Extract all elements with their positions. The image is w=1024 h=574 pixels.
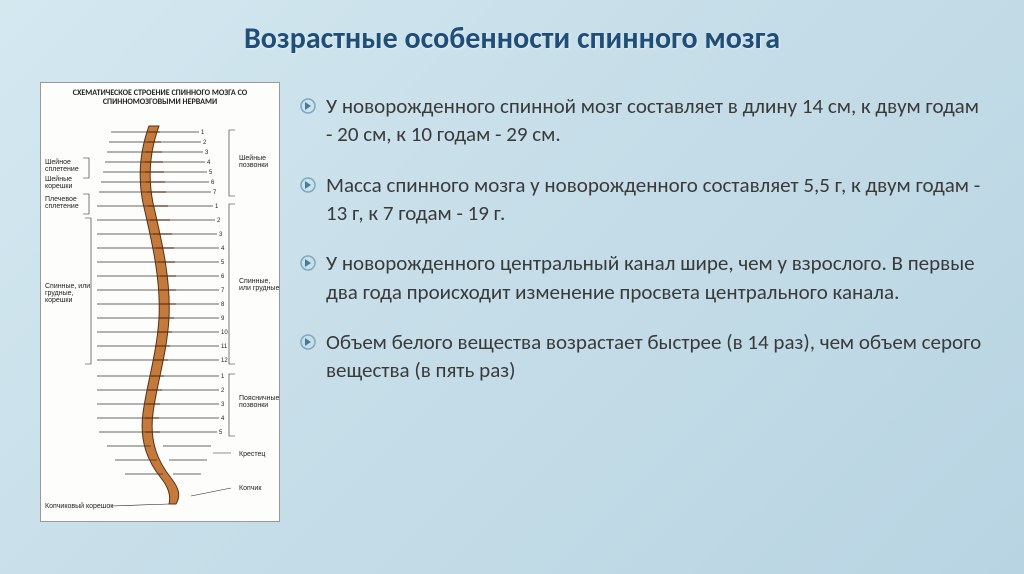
spine-body	[140, 126, 179, 504]
svg-text:3: 3	[205, 150, 209, 156]
svg-text:6: 6	[211, 180, 215, 186]
svg-text:позвонки: позвонки	[239, 162, 268, 169]
label-cervical-roots: Шейные	[45, 175, 72, 183]
svg-text:1: 1	[215, 204, 219, 210]
svg-text:сплетение: сплетение	[45, 203, 79, 210]
slide-title: Возрастные особенности спинного мозга	[40, 20, 984, 57]
bullet-item: У новорожденного центральный канал шире,…	[300, 249, 984, 306]
svg-text:4: 4	[221, 246, 225, 252]
spine-diagram: СХЕМАТИЧЕСКОЕ СТРОЕНИЕ СПИННОГО МОЗГА СО…	[40, 82, 280, 522]
svg-text:5: 5	[219, 430, 223, 436]
svg-text:корешки: корешки	[45, 297, 72, 304]
spine-svg: 123 456 7 123 456 789 101112 123 45 Шейн…	[41, 118, 281, 518]
nerve-roots	[97, 132, 219, 474]
svg-text:4: 4	[221, 416, 225, 422]
svg-text:корешки: корешки	[45, 183, 72, 190]
svg-text:сплетение: сплетение	[45, 166, 79, 173]
label-thoracic-vert: Спинные,	[239, 278, 270, 285]
svg-text:2: 2	[221, 388, 225, 394]
label-brachial-plexus: Плечевое	[45, 196, 77, 203]
label-cervical-plexus: Шейное	[45, 158, 71, 166]
left-labels: Шейное сплетение Шейные корешки Плечевое…	[45, 158, 91, 364]
svg-text:9: 9	[221, 316, 225, 322]
diagram-caption: СХЕМАТИЧЕСКОЕ СТРОЕНИЕ СПИННОГО МОЗГА СО…	[41, 89, 279, 107]
svg-text:2: 2	[217, 218, 221, 224]
label-lumbar-vert: Поясничные	[239, 395, 280, 402]
bullet-arrow-icon	[300, 98, 316, 114]
label-coccyx: Копчик	[239, 485, 262, 492]
svg-text:позвонки: позвонки	[239, 402, 268, 409]
svg-text:7: 7	[221, 288, 225, 294]
bullet-text: Масса спинного мозга у новорожденного со…	[326, 171, 984, 228]
coccyx-pointer	[111, 504, 169, 506]
svg-text:1: 1	[221, 374, 225, 380]
svg-text:3: 3	[219, 232, 223, 238]
bullet-text: У новорожденного центральный канал шире,…	[326, 249, 984, 306]
label-cervical-vert: Шейные	[239, 154, 266, 162]
svg-text:2: 2	[203, 140, 207, 146]
svg-text:грудные,: грудные,	[45, 290, 74, 297]
bullet-arrow-icon	[300, 255, 316, 271]
slide: Возрастные особенности спинного мозга СХ…	[0, 0, 1024, 574]
svg-text:или грудные: или грудные	[239, 285, 279, 292]
bullet-item: Объем белого вещества возрастает быстрее…	[300, 328, 984, 385]
svg-text:6: 6	[221, 274, 225, 280]
bullet-item: У новорожденного спинной мозг составляет…	[300, 92, 984, 149]
label-coccygeal-root: Копчиковый корешок	[45, 502, 114, 510]
right-labels: Шейные позвонки Спинные, или грудные Поя…	[191, 130, 280, 496]
bullet-text: Объем белого вещества возрастает быстрее…	[326, 328, 984, 385]
svg-text:11: 11	[221, 344, 228, 350]
svg-text:5: 5	[209, 170, 213, 176]
svg-text:12: 12	[221, 358, 228, 364]
bullet-arrow-icon	[300, 177, 316, 193]
label-thoracic-roots: Спинные, или	[45, 283, 90, 290]
bullet-arrow-icon	[300, 334, 316, 350]
bullet-item: Масса спинного мозга у новорожденного со…	[300, 171, 984, 228]
content-row: СХЕМАТИЧЕСКОЕ СТРОЕНИЕ СПИННОГО МОЗГА СО…	[40, 82, 984, 522]
bullet-text: У новорожденного спинной мозг составляет…	[326, 92, 984, 149]
bullet-list: У новорожденного спинной мозг составляет…	[300, 82, 984, 522]
svg-text:4: 4	[207, 160, 211, 166]
svg-text:3: 3	[221, 402, 225, 408]
svg-text:8: 8	[221, 302, 225, 308]
svg-text:7: 7	[213, 190, 217, 196]
svg-text:1: 1	[201, 130, 205, 136]
label-sacrum: Крестец	[239, 451, 265, 458]
svg-text:5: 5	[221, 260, 225, 266]
svg-text:10: 10	[221, 330, 228, 336]
